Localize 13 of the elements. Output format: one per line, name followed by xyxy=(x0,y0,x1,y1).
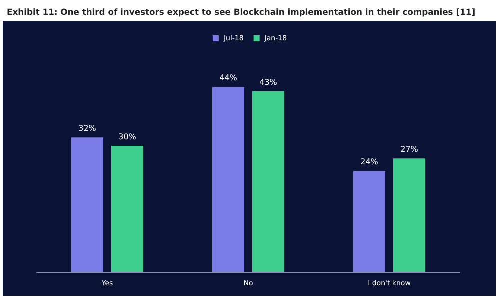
bar xyxy=(212,87,244,272)
data-label: 44% xyxy=(220,74,238,83)
data-label: 27% xyxy=(400,145,419,154)
bar xyxy=(252,91,284,272)
data-label: 30% xyxy=(118,132,137,142)
chart-title: Exhibit 11: One third of investors expect to see Blockchain implementation in their companies [11] xyxy=(7,7,476,17)
data-label: 32% xyxy=(78,124,97,134)
bar xyxy=(394,158,426,272)
bar xyxy=(112,146,144,272)
bar xyxy=(354,171,386,272)
data-label: 24% xyxy=(360,158,379,167)
data-label: 43% xyxy=(260,78,278,87)
bar xyxy=(72,138,104,272)
